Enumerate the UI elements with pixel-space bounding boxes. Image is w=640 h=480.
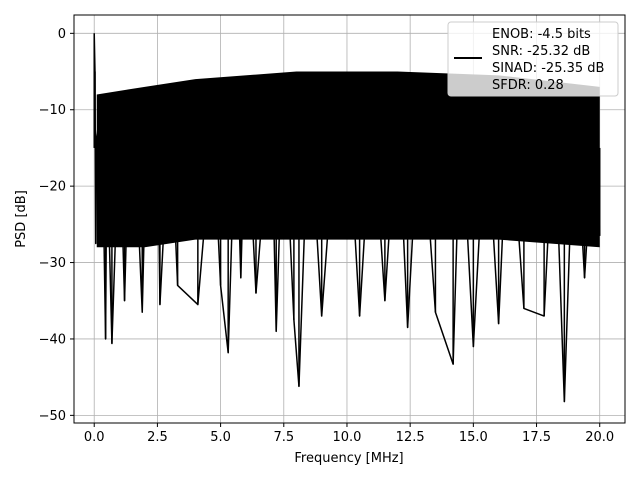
axis-ticks: 0.0 2.5 5.0 7.5 10.0 12.5 15.0 17.5 20.0 0 −10 −20 −…	[39, 27, 615, 445]
legend-entry-sfdr: SFDR: 0.28	[492, 78, 564, 93]
legend-entry-enob: ENOB: -4.5 bits	[492, 27, 591, 42]
x-tick-label: 20.0	[585, 430, 614, 445]
y-tick-label: −40	[39, 332, 66, 347]
x-tick-label: 10.0	[332, 430, 361, 445]
y-tick-label: −30	[39, 256, 66, 271]
legend-entry-snr: SNR: -25.32 dB	[492, 44, 590, 59]
y-tick-label: −20	[39, 180, 66, 195]
y-tick-label: −10	[39, 103, 66, 118]
legend: ENOB: -4.5 bits SNR: -25.32 dB SINAD: -2…	[447, 21, 619, 97]
plot-frame	[73, 14, 626, 424]
x-tick-label: 5.0	[210, 430, 231, 445]
x-tick-label: 15.0	[459, 430, 488, 445]
legend-box	[447, 21, 619, 97]
x-tick-label: 2.5	[147, 430, 168, 445]
x-tick-label: 7.5	[273, 430, 294, 445]
y-tick-label: −50	[39, 409, 66, 424]
x-tick-label: 12.5	[396, 430, 425, 445]
legend-entry-sinad: SINAD: -25.35 dB	[492, 61, 604, 76]
y-axis-label: PSD [dB]	[14, 190, 29, 248]
x-tick-label: 0.0	[84, 430, 105, 445]
series-layer	[93, 33, 601, 403]
y-tick-label: 0	[58, 27, 66, 42]
x-axis-label: Frequency [MHz]	[294, 451, 403, 466]
psd-series-line	[93, 33, 601, 403]
x-tick-label: 17.5	[522, 430, 551, 445]
